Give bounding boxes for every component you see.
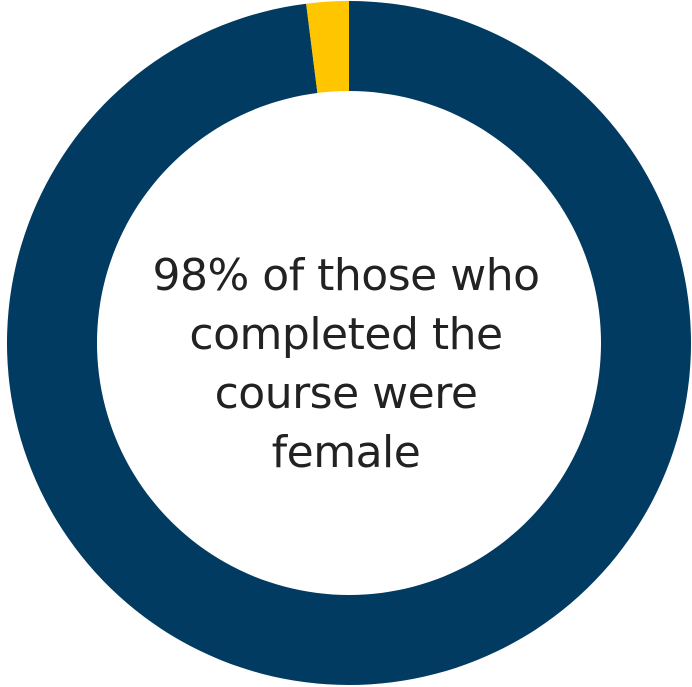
center-label-line-3: course were xyxy=(214,368,478,419)
donut-slice-2 xyxy=(306,0,349,93)
center-label: 98% of those who completed the course we… xyxy=(146,246,546,478)
center-label-line-4: female xyxy=(271,427,421,478)
center-label-line-1: 98% of those who xyxy=(152,250,540,301)
center-label-line-2: completed the xyxy=(189,309,503,360)
